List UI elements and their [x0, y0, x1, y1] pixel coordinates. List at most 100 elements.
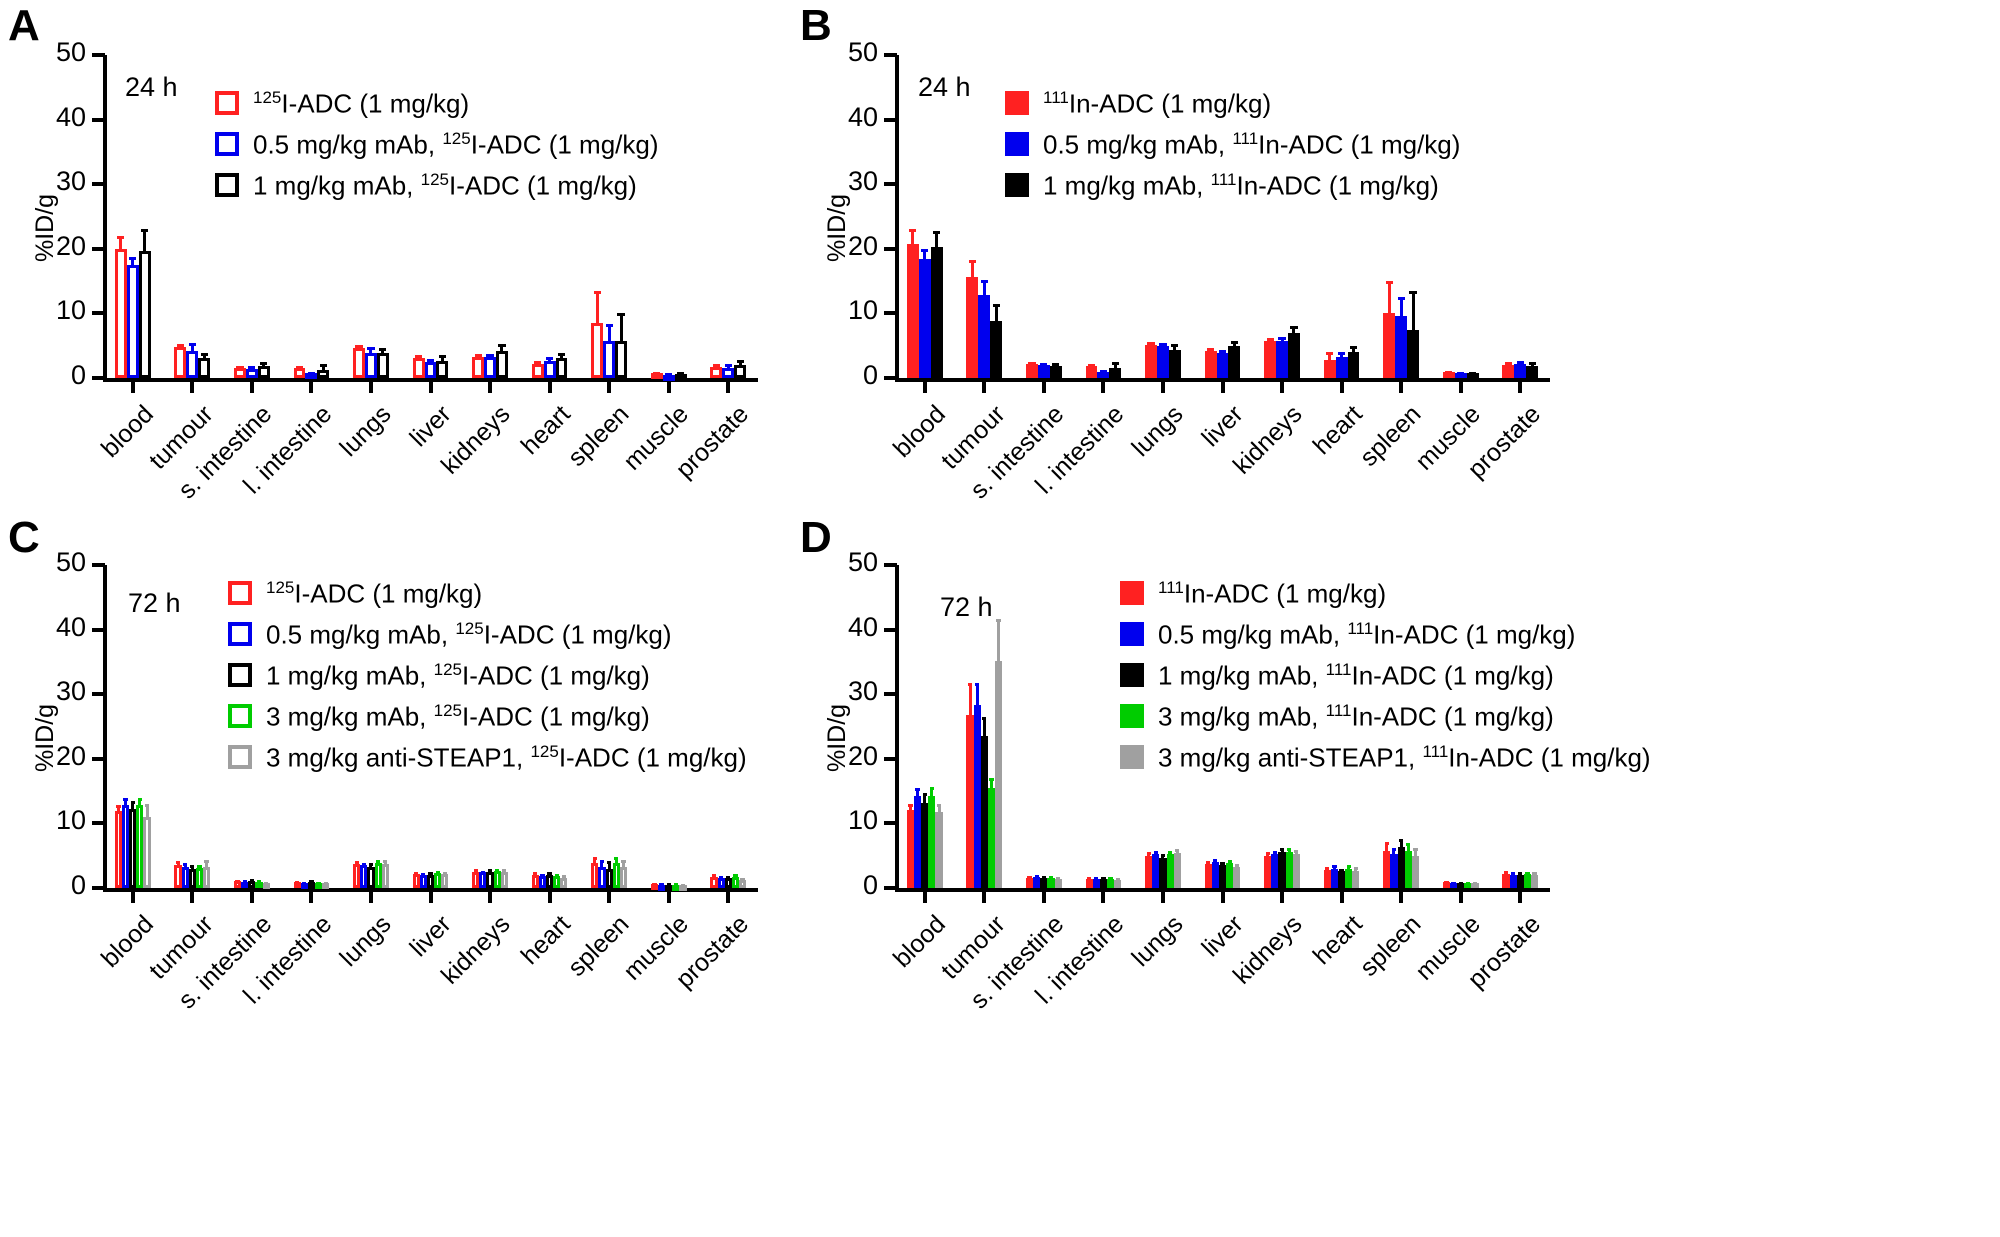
error-bar-cap	[1287, 847, 1292, 851]
error-bar-cap	[414, 872, 419, 876]
legend-item[interactable]: 0.5 mg/kg mAb, 111In-ADC (1 mg/kg)	[1120, 619, 1651, 649]
y-tick-mark	[92, 756, 105, 761]
error-bar-cap	[1272, 850, 1278, 854]
error-bar-cap	[1465, 881, 1470, 885]
error-bar-cap	[982, 716, 987, 720]
legend-item[interactable]: 1 mg/kg mAb, 111In-ADC (1 mg/kg)	[1120, 660, 1651, 690]
bar	[531, 875, 539, 888]
legend-item[interactable]: 0.5 mg/kg mAb, 125I-ADC (1 mg/kg)	[228, 619, 747, 649]
y-tick-mark	[92, 117, 105, 122]
bar	[674, 374, 687, 381]
legend-item[interactable]: 3 mg/kg anti-STEAP1, 111In-ADC (1 mg/kg)	[1120, 742, 1651, 772]
error-bar-cap	[677, 372, 685, 376]
bar	[1285, 851, 1293, 888]
bar	[1347, 352, 1360, 378]
bar	[1109, 368, 1122, 378]
error-bar-cap	[1086, 877, 1092, 881]
error-bar-cap	[1451, 881, 1456, 885]
bar	[1523, 874, 1531, 888]
legend-label: 1 mg/kg mAb, 125I-ADC (1 mg/kg)	[266, 660, 650, 691]
y-axis-line	[895, 55, 899, 378]
error-bar-cap	[561, 875, 567, 879]
bar	[174, 346, 187, 378]
error-bar-cap	[592, 856, 597, 860]
legend-item[interactable]: 1 mg/kg mAb, 111In-ADC (1 mg/kg)	[1005, 170, 1460, 200]
error-bar-cap	[1034, 875, 1039, 879]
legend-label: 3 mg/kg anti-STEAP1, 125I-ADC (1 mg/kg)	[266, 742, 747, 773]
x-tick-mark	[1399, 382, 1404, 393]
bar	[186, 350, 199, 378]
bar	[472, 871, 480, 888]
error-bar-cap	[1206, 860, 1211, 864]
y-tick-label: 50	[847, 37, 878, 67]
legend-label: 3 mg/kg mAb, 125I-ADC (1 mg/kg)	[266, 701, 650, 732]
error-bar-cap	[307, 371, 315, 375]
legend-item[interactable]: 125I-ADC (1 mg/kg)	[215, 88, 659, 118]
bar	[245, 368, 258, 378]
legend-item[interactable]: 1 mg/kg mAb, 125I-ADC (1 mg/kg)	[215, 170, 659, 200]
bar	[555, 357, 568, 378]
bar	[1040, 878, 1048, 888]
error-bar-cap	[1175, 849, 1180, 853]
bar	[1526, 365, 1539, 378]
legend-item[interactable]: 1 mg/kg mAb, 125I-ADC (1 mg/kg)	[228, 660, 747, 690]
legend-item[interactable]: 3 mg/kg mAb, 111In-ADC (1 mg/kg)	[1120, 701, 1651, 731]
bar	[317, 369, 330, 378]
error-bar	[968, 682, 972, 715]
y-tick-mark	[884, 886, 897, 890]
bar	[591, 323, 604, 378]
y-tick-label: 30	[847, 166, 878, 197]
y-tick-mark	[92, 821, 105, 826]
error-bar	[935, 230, 939, 247]
bar	[257, 366, 270, 378]
error-bar-cap	[1525, 871, 1530, 875]
y-tick-label: 30	[55, 166, 86, 197]
error-bar	[600, 860, 604, 867]
error-bar-cap	[540, 873, 545, 877]
legend-item[interactable]: 0.5 mg/kg mAb, 125I-ADC (1 mg/kg)	[215, 129, 659, 159]
bar	[1054, 878, 1062, 888]
bar	[918, 259, 931, 378]
chart-legend: 125I-ADC (1 mg/kg) 0.5 mg/kg mAb, 125I-AD…	[215, 88, 659, 211]
bar	[560, 877, 568, 888]
legend-item[interactable]: 125I-ADC (1 mg/kg)	[228, 578, 747, 608]
bar	[136, 804, 144, 888]
bar	[426, 875, 435, 888]
bar	[479, 872, 487, 888]
error-bar-cap	[534, 360, 542, 364]
bar	[1457, 882, 1465, 888]
error-bar-cap	[1532, 872, 1537, 876]
bar	[1226, 863, 1234, 888]
x-tick-mark	[309, 892, 314, 903]
legend-swatch-icon	[1120, 745, 1144, 769]
bar	[143, 816, 151, 888]
error-bar-cap	[1413, 847, 1418, 851]
legend-label: 125I-ADC (1 mg/kg)	[253, 88, 470, 119]
bar	[412, 874, 420, 888]
bar	[1530, 875, 1539, 888]
error-bar	[975, 682, 979, 706]
legend-item[interactable]: 0.5 mg/kg mAb, 111In-ADC (1 mg/kg)	[1005, 129, 1460, 159]
legend-label: 125I-ADC (1 mg/kg)	[266, 578, 483, 609]
legend-item[interactable]: 3 mg/kg anti-STEAP1, 125I-ADC (1 mg/kg)	[228, 742, 747, 772]
x-tick-mark	[1160, 892, 1165, 903]
error-bar	[930, 787, 934, 796]
error-bar-cap	[428, 872, 433, 876]
legend-swatch-icon	[1120, 622, 1144, 646]
error-bar-cap	[1332, 865, 1337, 869]
legend-item[interactable]: 3 mg/kg mAb, 125I-ADC (1 mg/kg)	[228, 701, 747, 731]
error-bar-cap	[498, 344, 506, 348]
legend-swatch-icon	[1120, 704, 1144, 728]
error-bar-cap	[1207, 347, 1215, 351]
y-tick-mark	[884, 53, 897, 57]
error-bar-cap	[1290, 326, 1298, 330]
y-tick-mark	[92, 311, 105, 316]
bar	[966, 714, 974, 888]
legend-item[interactable]: 111In-ADC (1 mg/kg)	[1120, 578, 1651, 608]
bar	[1276, 340, 1288, 378]
bar	[1168, 349, 1181, 378]
error-bar	[619, 313, 623, 342]
x-tick-mark	[1458, 382, 1463, 393]
legend-item[interactable]: 111In-ADC (1 mg/kg)	[1005, 88, 1460, 118]
error-bar-cap	[1056, 877, 1061, 881]
